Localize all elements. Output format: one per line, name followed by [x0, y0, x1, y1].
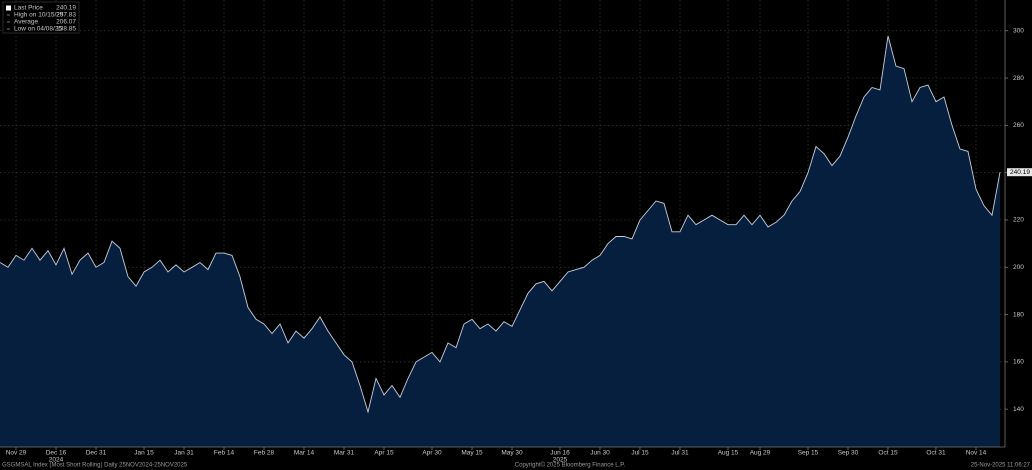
x-tick-label: Jul 15 — [631, 450, 649, 457]
x-tick-label: Sep 30 — [838, 450, 859, 457]
x-tick-label: Nov 29 — [6, 450, 27, 457]
x-tick-label: Jun 16 — [550, 450, 570, 457]
footer-text: GSGMSAL Index (Most Short Rolling) Daily… — [2, 463, 188, 469]
x-tick-label: Dec 16 — [46, 450, 67, 457]
x-tick-label: Sep 15 — [798, 450, 819, 457]
x-tick-label: Mar 31 — [334, 450, 355, 457]
legend-box — [2, 1, 80, 34]
legend-label: High on 10/15/25 — [14, 12, 64, 19]
footer-text: 25-Nov-2025 11:06:27 — [971, 463, 1031, 469]
x-tick-label: Apr 15 — [374, 450, 394, 457]
y-tick-label: 280 — [1013, 75, 1024, 82]
x-tick-label: Aug 15 — [718, 450, 739, 457]
y-tick-label: 300 — [1013, 27, 1024, 34]
y-tick-label: 180 — [1013, 311, 1024, 318]
year-label: 2025 — [553, 457, 568, 464]
x-tick-label: Oct 15 — [878, 450, 898, 457]
legend-value: 240.19 — [56, 5, 76, 12]
legend-label: Last Price — [14, 5, 43, 12]
legend-label: Low on 04/08/25 — [14, 26, 62, 33]
x-tick-label: Jun 30 — [590, 450, 610, 457]
x-tick-label: Nov 14 — [966, 450, 987, 457]
x-tick-label: Apr 30 — [422, 450, 442, 457]
last-price-tag — [1007, 168, 1032, 177]
x-tick-label: May 15 — [461, 450, 483, 457]
year-label: 2024 — [49, 457, 64, 464]
x-tick-label: May 30 — [501, 450, 523, 457]
last-price-tag-label: 240.19 — [1010, 169, 1030, 176]
y-tick-label: 200 — [1013, 264, 1024, 271]
y-tick-label: 260 — [1013, 122, 1024, 129]
footer-text: Copyright© 2025 Bloomberg Finance L.P. — [515, 462, 626, 469]
legend-swatch — [6, 5, 11, 11]
x-tick-label: Jan 15 — [134, 450, 154, 457]
legend-value: 297.83 — [56, 12, 76, 19]
area — [0, 35, 1000, 448]
x-tick-label: Jan 31 — [174, 450, 194, 457]
x-tick-label: Feb 28 — [254, 450, 275, 457]
legend-value: 206.07 — [56, 19, 76, 26]
y-tick-label: 140 — [1013, 406, 1024, 413]
x-tick-label: Jul 31 — [671, 450, 689, 457]
x-tick-label: Feb 14 — [214, 450, 235, 457]
y-tick-label: 220 — [1013, 217, 1024, 224]
y-tick-label: 160 — [1013, 359, 1024, 366]
x-tick-label: Aug 29 — [750, 450, 771, 457]
line — [0, 35, 1001, 414]
x-tick-label: Dec 31 — [86, 450, 107, 457]
x-tick-label: Mar 14 — [294, 450, 315, 457]
x-tick-label: Oct 31 — [926, 450, 946, 457]
legend-label: Average — [14, 19, 38, 26]
legend-value: 138.85 — [56, 26, 76, 33]
